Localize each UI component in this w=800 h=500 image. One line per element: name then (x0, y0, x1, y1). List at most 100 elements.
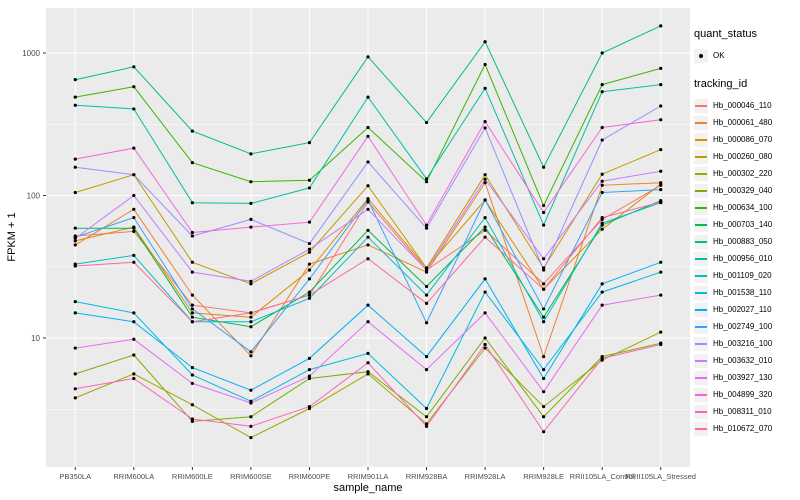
data-point (132, 260, 136, 264)
data-point (366, 207, 370, 211)
legend-key (694, 115, 708, 130)
data-point (73, 346, 77, 350)
line-swatch-icon (695, 206, 707, 209)
data-point (307, 405, 312, 409)
data-point (366, 198, 370, 202)
data-point (249, 311, 253, 315)
data-point (483, 336, 487, 340)
line-swatch-icon (695, 223, 707, 226)
legend-item: Hb_000956_010 (694, 250, 798, 267)
data-point (132, 253, 136, 257)
data-point (424, 368, 429, 372)
legend-item-label: Hb_004899_320 (713, 390, 773, 399)
data-point (307, 376, 312, 381)
data-point (424, 180, 429, 184)
data-point (424, 422, 429, 426)
legend-key (694, 234, 708, 249)
legend-item: Hb_000061_480 (694, 114, 798, 131)
data-point (190, 270, 194, 274)
legend-item-label: Hb_000046_110 (713, 101, 772, 110)
legend-key (694, 302, 708, 317)
data-point (600, 125, 604, 130)
data-point (307, 220, 312, 224)
line-swatch-icon (695, 393, 707, 396)
legend-item-label: Hb_000302_220 (713, 169, 773, 178)
data-point (366, 351, 370, 355)
data-point (542, 165, 546, 169)
data-point (73, 78, 77, 82)
data-point (366, 370, 370, 374)
data-point (73, 243, 77, 247)
data-point (190, 260, 194, 264)
data-point (542, 287, 546, 291)
data-point (483, 342, 487, 347)
line-swatch-icon (695, 172, 707, 175)
line-swatch-icon (695, 325, 707, 328)
data-point (659, 270, 663, 274)
data-point (132, 215, 136, 220)
data-point (600, 215, 604, 220)
data-point (249, 388, 253, 392)
data-point (366, 55, 370, 59)
x-tick-label: RRII105LA_Control (570, 472, 635, 481)
line-swatch-icon (695, 427, 707, 430)
legend-item: Hb_000302_220 (694, 165, 798, 182)
data-point (542, 315, 546, 319)
legend-key (694, 183, 708, 198)
data-point (190, 161, 194, 165)
data-point (249, 180, 253, 184)
data-point (600, 83, 604, 87)
data-point (483, 86, 487, 90)
legend-item: Hb_002027_110 (694, 301, 798, 318)
data-point (307, 178, 312, 182)
data-point (424, 293, 429, 297)
data-point (73, 226, 77, 230)
data-point (424, 301, 429, 305)
data-point (366, 361, 370, 365)
data-point (190, 373, 194, 377)
legend-item: Hb_000046_110 (694, 97, 798, 114)
data-point (483, 215, 487, 220)
data-point (249, 315, 253, 319)
data-point (73, 264, 77, 268)
data-point (424, 268, 429, 272)
line-swatch-icon (695, 257, 707, 260)
legend-tracking-items: Hb_000046_110 Hb_000061_480 Hb_000086_070 H… (694, 97, 798, 437)
data-point (542, 355, 546, 359)
data-point (190, 303, 194, 307)
legend-item-label: OK (713, 51, 725, 60)
data-point (542, 320, 546, 324)
legend-tracking-id: tracking_id Hb_000046_110 Hb_000061_480 Hb… (694, 78, 798, 437)
line-swatch-icon (695, 410, 707, 413)
data-point (190, 403, 194, 407)
data-point (249, 354, 253, 358)
data-point (307, 356, 312, 360)
data-point (659, 104, 663, 108)
data-point (249, 350, 253, 354)
line-swatch-icon (695, 121, 707, 124)
data-point (307, 290, 312, 294)
data-point (366, 320, 370, 324)
data-point (483, 126, 487, 130)
data-point (132, 320, 136, 324)
data-point (73, 311, 77, 315)
data-point (132, 337, 136, 341)
legend-item-label: Hb_000883_050 (713, 237, 773, 246)
legend-item: Hb_010672_070 (694, 420, 798, 437)
data-point (307, 277, 312, 281)
data-point (424, 284, 429, 289)
data-point (483, 311, 487, 315)
legend-item: Hb_000329_040 (694, 182, 798, 199)
data-point (73, 300, 77, 304)
data-point (249, 201, 253, 206)
data-point (600, 221, 604, 225)
data-point (424, 355, 429, 359)
data-point (542, 415, 546, 419)
legend-item: Hb_008311_010 (694, 403, 798, 420)
data-point (307, 296, 312, 300)
data-point (249, 225, 253, 229)
data-point (190, 381, 194, 386)
data-point (659, 182, 663, 186)
data-point (307, 374, 312, 378)
